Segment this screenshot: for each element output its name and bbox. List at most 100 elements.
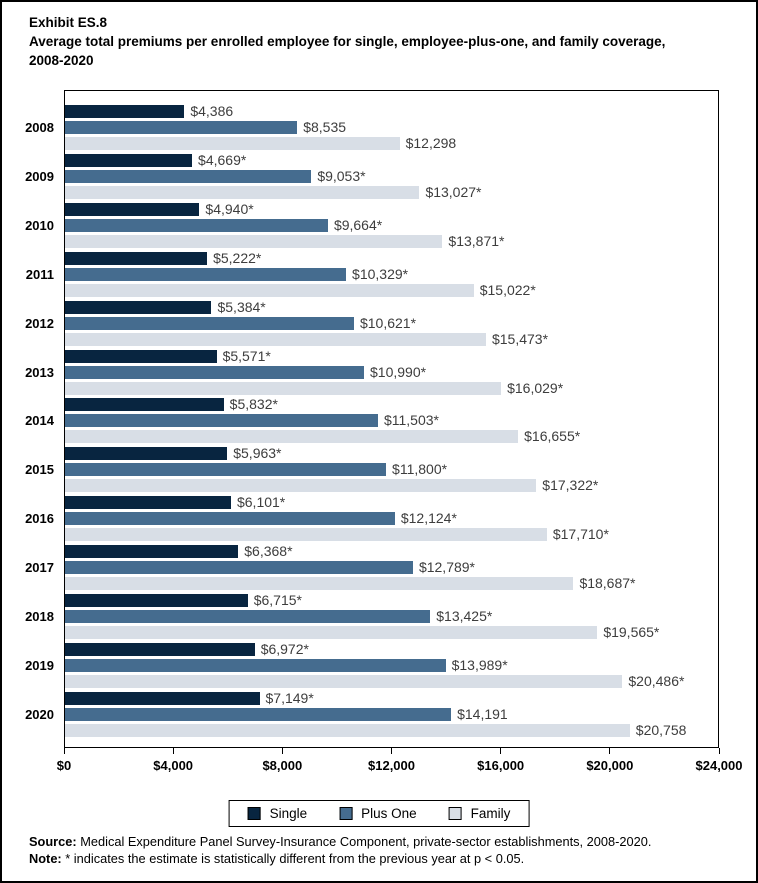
bar-value-label: $15,473* — [491, 330, 549, 347]
bar-value-label: $10,621* — [359, 314, 417, 331]
bar-family-2008 — [65, 137, 400, 150]
bar-value-label: $16,655* — [524, 428, 581, 445]
bar-row: $9,664* — [65, 216, 718, 233]
bar-value-label: $4,669* — [198, 151, 247, 168]
x-tick-label: $0 — [56, 758, 72, 773]
source-text: Medical Expenditure Panel Survey-Insuran… — [80, 834, 652, 849]
x-tick-mark — [63, 748, 65, 754]
bar-row: $13,425* — [65, 609, 718, 624]
bar-value-label: $17,710* — [552, 526, 609, 543]
bar-value-label: $4,940* — [205, 200, 254, 217]
bar-family-2011 — [65, 283, 474, 297]
bar-plus-one-2010 — [65, 218, 328, 232]
note-label: Note: — [29, 851, 62, 866]
bar-value-label: $6,368* — [244, 543, 293, 560]
footer: Source: Medical Expenditure Panel Survey… — [29, 833, 739, 867]
bar-row: $17,710* — [65, 526, 718, 543]
bar-single-2010 — [65, 202, 200, 216]
bar-single-2016 — [65, 496, 231, 510]
year-label-2016: 2016 — [25, 511, 54, 527]
bar-single-2008 — [65, 105, 185, 118]
bar-family-2020 — [65, 723, 630, 737]
x-tick-label: $24,000 — [695, 758, 743, 773]
bar-value-label: $8,535 — [303, 119, 347, 135]
bar-value-label: $11,503* — [383, 412, 439, 429]
bar-row: $5,384* — [65, 300, 718, 314]
year-group-2008: $4,386 $8,535 $12,298 — [65, 103, 718, 150]
bar-row: $18,687* — [65, 576, 718, 591]
bar-value-label: $4,386 — [190, 103, 234, 119]
year-group-2009: $4,669* $9,053* $13,027* — [65, 151, 718, 200]
legend-label: Plus One — [361, 806, 417, 821]
bar-family-2014 — [65, 430, 519, 444]
bar-single-2013 — [65, 349, 217, 363]
bar-value-label: $6,972* — [260, 640, 309, 657]
legend-item-plus-one: Plus One — [339, 806, 417, 821]
x-tick-mark — [609, 748, 611, 754]
year-label-2013: 2013 — [25, 364, 54, 380]
bar-row: $11,503* — [65, 412, 718, 429]
bar-plus-one-2011 — [65, 267, 347, 281]
year-group-2013: $5,571* $10,990* $16,029* — [65, 347, 718, 396]
bar-plus-one-2014 — [65, 414, 378, 428]
year-group-2016: $6,101* $12,124* $17,710* — [65, 495, 718, 543]
year-label-2010: 2010 — [25, 217, 54, 233]
chart-title: Average total premiums per enrolled empl… — [29, 33, 666, 68]
plot-area: $4,386 $8,535 $12,298 $4,669* $9,053* $13,027… — [64, 90, 719, 748]
bar-single-2014 — [65, 398, 224, 412]
bar-single-2011 — [65, 251, 208, 265]
bar-plus-one-2012 — [65, 316, 354, 330]
note-line: Note: * indicates the estimate is statis… — [29, 850, 739, 867]
x-axis: $0 $4,000 $8,000 $12,000 $16,000 $20,000 $24,0… — [57, 748, 743, 784]
bar-row: $13,027* — [65, 183, 718, 200]
legend-swatch-icon — [339, 807, 353, 820]
bar-value-label: $9,053* — [317, 167, 366, 184]
bar-value-label: $16,029* — [507, 379, 564, 396]
year-label-2019: 2019 — [25, 657, 54, 673]
year-label-2011: 2011 — [25, 266, 54, 282]
bar-plus-one-2018 — [65, 610, 431, 624]
bar-value-label: $5,222* — [213, 249, 262, 266]
year-label-2014: 2014 — [25, 413, 54, 429]
bar-row: $5,832* — [65, 397, 718, 412]
x-tick-label: $12,000 — [368, 758, 415, 773]
bar-family-2019 — [65, 674, 623, 688]
source-label: Source: — [29, 834, 77, 849]
bar-plus-one-2017 — [65, 561, 413, 575]
year-label-2018: 2018 — [25, 609, 54, 625]
bar-value-label: $7,149* — [265, 689, 314, 706]
bar-row: $6,972* — [65, 640, 718, 657]
bar-row: $19,565* — [65, 625, 718, 640]
bar-row: $4,386 — [65, 103, 718, 119]
legend-item-family: Family — [448, 806, 510, 821]
bar-plus-one-2020 — [65, 707, 452, 721]
bar-value-label: $12,789* — [418, 559, 476, 576]
bar-family-2010 — [65, 234, 443, 248]
bar-value-label: $11,800* — [392, 461, 448, 478]
bar-value-label: $9,664* — [333, 216, 383, 233]
bar-value-label: $12,124* — [400, 510, 457, 527]
bar-value-label: $13,027* — [425, 183, 482, 200]
bar-plus-one-2016 — [65, 512, 395, 526]
bar-row: $5,571* — [65, 347, 718, 364]
year-label-2009: 2009 — [25, 168, 54, 184]
bar-value-label: $5,571* — [222, 347, 271, 364]
bar-row: $20,486* — [65, 674, 718, 688]
bar-value-label: $17,322* — [542, 477, 599, 494]
bar-row: $11,800* — [65, 461, 718, 478]
year-group-2011: $5,222* $10,329* $15,022* — [65, 249, 718, 297]
bar-value-label: $13,989* — [451, 656, 508, 673]
exhibit-number: Exhibit ES.8 — [29, 15, 108, 30]
bar-row: $15,473* — [65, 330, 718, 347]
bar-row: $12,298 — [65, 136, 718, 150]
bar-value-label: $6,715* — [253, 592, 302, 609]
title-block: Exhibit ES.8 Average total premiums per … — [29, 14, 697, 71]
legend-label: Single — [269, 806, 308, 821]
bar-row: $16,655* — [65, 428, 718, 445]
year-group-2015: $5,963* $11,800* $17,322* — [65, 446, 718, 494]
bar-family-2009 — [65, 185, 420, 199]
bar-single-2012 — [65, 300, 212, 314]
bar-row: $6,101* — [65, 495, 718, 510]
bar-plus-one-2015 — [65, 463, 387, 477]
